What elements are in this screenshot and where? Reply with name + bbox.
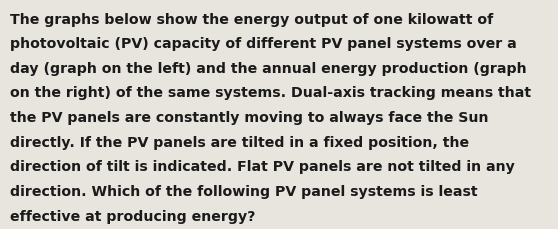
Text: day (graph on the left) and the annual energy production (graph: day (graph on the left) and the annual e… (10, 62, 527, 76)
Text: effective at producing energy?: effective at producing energy? (10, 209, 256, 223)
Text: The graphs below show the energy output of one kilowatt of: The graphs below show the energy output … (10, 13, 493, 27)
Text: on the right) of the same systems. Dual-axis tracking means that: on the right) of the same systems. Dual-… (10, 86, 531, 100)
Text: direction of tilt is indicated. Flat PV panels are not tilted in any: direction of tilt is indicated. Flat PV … (10, 160, 515, 174)
Text: direction. Which of the following PV panel systems is least: direction. Which of the following PV pan… (10, 184, 478, 198)
Text: the PV panels are constantly moving to always face the Sun: the PV panels are constantly moving to a… (10, 111, 489, 125)
Text: directly. If the PV panels are tilted in a fixed position, the: directly. If the PV panels are tilted in… (10, 135, 469, 149)
Text: photovoltaic (PV) capacity of different PV panel systems over a: photovoltaic (PV) capacity of different … (10, 37, 517, 51)
